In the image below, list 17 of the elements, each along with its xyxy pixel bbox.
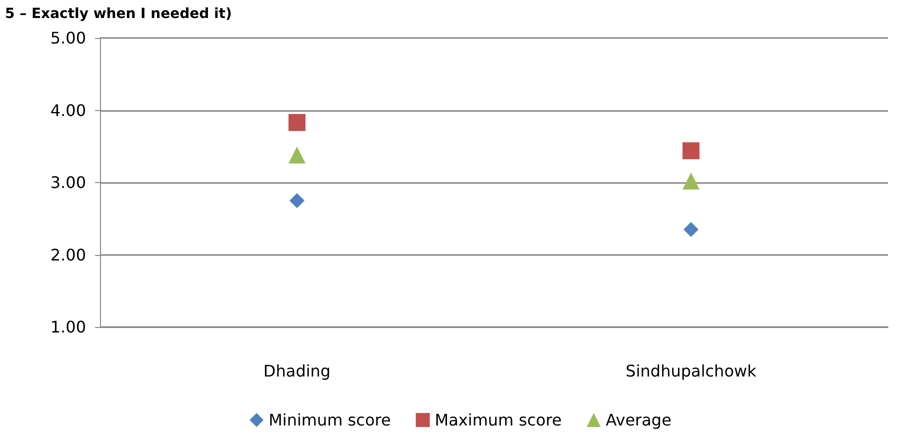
y-tick-label: 2.00 bbox=[50, 245, 86, 264]
legend-label: Minimum score bbox=[268, 410, 391, 430]
point bbox=[288, 146, 306, 164]
x-tick-label: Sindhupalchowk bbox=[626, 362, 758, 380]
point bbox=[682, 172, 700, 190]
point bbox=[290, 193, 304, 208]
chart-title: 5 – Exactly when I needed it) bbox=[5, 6, 232, 22]
y-tick-label: 5.00 bbox=[50, 28, 86, 48]
point bbox=[684, 222, 698, 237]
x-tick-label: Dhading bbox=[263, 362, 331, 380]
y-tick-label: 1.00 bbox=[50, 318, 86, 336]
legend-label: Average bbox=[606, 410, 672, 430]
point bbox=[682, 142, 700, 160]
point bbox=[288, 114, 306, 132]
y-tick-label: 3.00 bbox=[50, 173, 86, 192]
y-tick-label: 4.00 bbox=[50, 100, 86, 120]
legend-label: Maximum score bbox=[434, 410, 562, 430]
